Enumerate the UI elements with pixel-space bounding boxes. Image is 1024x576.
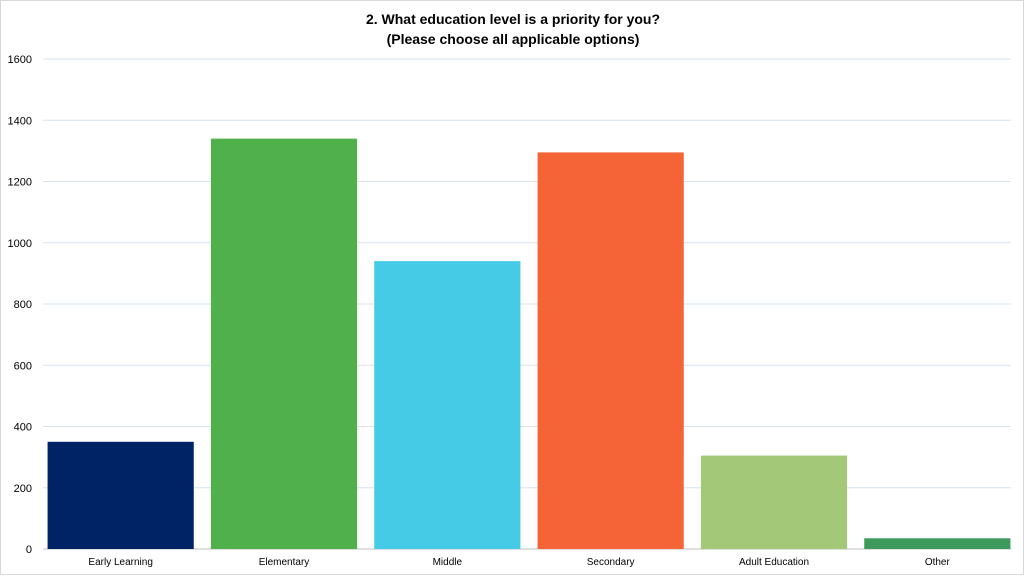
y-tick-label: 200	[14, 483, 32, 495]
bar	[864, 538, 1011, 549]
y-tick-label: 1600	[8, 54, 32, 66]
x-category-label: Early Learning	[88, 557, 152, 568]
gridlines	[43, 58, 1011, 550]
y-tick-label: 800	[14, 299, 32, 311]
y-tick-label: 1000	[8, 238, 32, 250]
bar	[210, 138, 358, 549]
y-tick-label: 0	[26, 544, 32, 556]
chart-title: 2. What education level is a priority fo…	[365, 11, 661, 27]
x-category-label: Middle	[433, 557, 463, 568]
y-tick-label: 1200	[8, 177, 32, 189]
x-category-label: Secondary	[587, 557, 635, 568]
bar	[47, 441, 194, 549]
x-category-label: Other	[925, 557, 951, 568]
y-tick-label: 600	[14, 360, 32, 372]
bars	[47, 138, 1011, 549]
y-axis-ticks: 0 200 400 600 800 1000 1200 1400 1600	[8, 54, 32, 556]
bar	[700, 455, 848, 549]
bar	[374, 261, 521, 549]
x-axis-labels: Early Learning Elementary Middle Secondary A…	[88, 557, 950, 568]
x-category-label: Elementary	[259, 557, 310, 568]
y-tick-label: 1400	[8, 115, 32, 127]
x-category-label: Adult Education	[739, 557, 809, 568]
chart-subtitle: (Please choose all applicable options)	[386, 31, 640, 47]
y-tick-label: 400	[14, 422, 32, 434]
bar	[537, 152, 684, 549]
